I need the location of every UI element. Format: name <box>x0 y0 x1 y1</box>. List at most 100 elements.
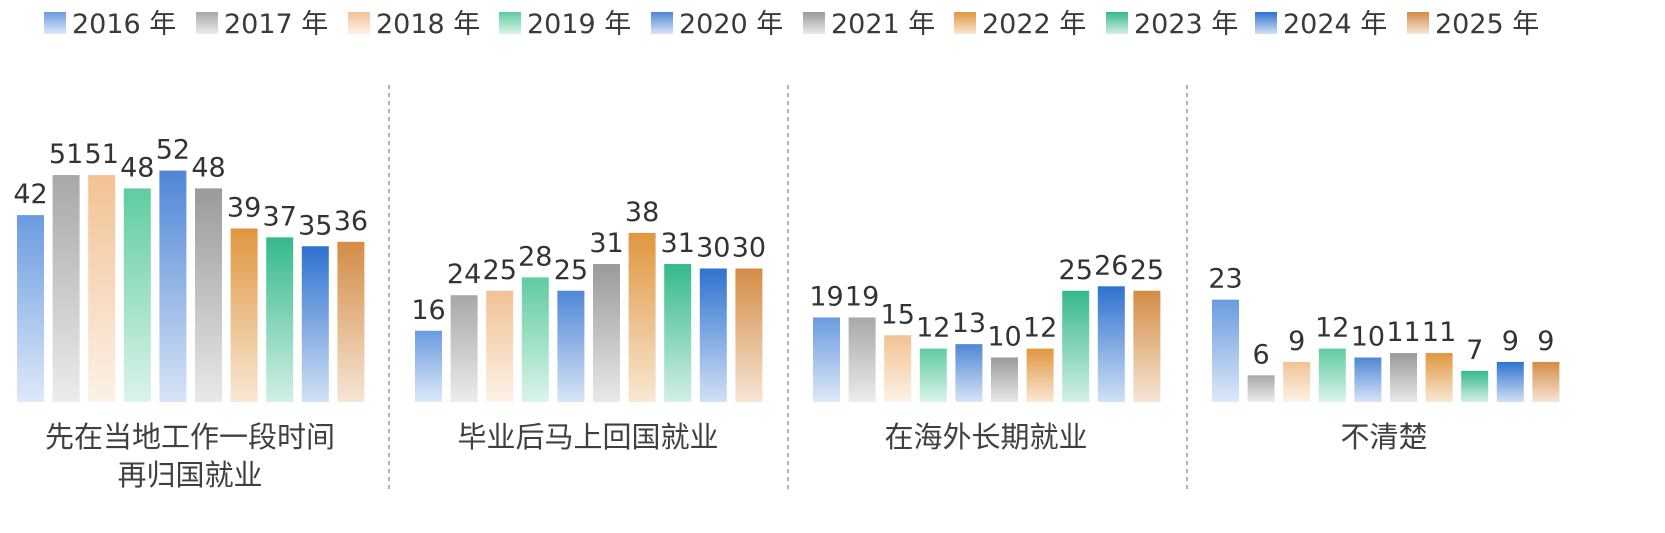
data-label: 10 <box>987 322 1021 353</box>
data-label: 51 <box>49 139 83 170</box>
data-label: 39 <box>227 192 261 223</box>
bar <box>301 246 329 402</box>
legend-swatch <box>499 12 521 34</box>
legend-swatch <box>196 12 218 34</box>
bar <box>415 330 442 402</box>
bar <box>450 295 478 402</box>
data-label: 12 <box>1315 313 1349 344</box>
group-dividers <box>388 85 1188 490</box>
data-label: 13 <box>952 308 986 339</box>
bars <box>17 170 1560 402</box>
data-label: 31 <box>661 228 695 259</box>
data-label: 10 <box>1351 322 1385 353</box>
legend-swatch <box>1255 12 1277 34</box>
data-label: 9 <box>1502 326 1519 357</box>
bar <box>919 348 947 402</box>
bar <box>735 268 763 402</box>
data-label: 52 <box>156 135 190 166</box>
data-label: 25 <box>1059 255 1093 286</box>
data-label: 48 <box>120 152 154 183</box>
data-label: 15 <box>881 299 915 330</box>
data-label: 37 <box>263 201 297 232</box>
legend-swatch <box>651 12 673 34</box>
bar <box>664 264 692 402</box>
bar <box>159 170 187 402</box>
data-label: 23 <box>1208 264 1242 295</box>
legend-label: 2024 年 <box>1283 9 1387 40</box>
category-label: 毕业后马上回国就业 <box>457 420 718 454</box>
bar <box>1283 361 1311 402</box>
legend-label: 2018 年 <box>376 9 480 40</box>
legend-label: 2020 年 <box>679 9 783 40</box>
data-label: 31 <box>589 228 623 259</box>
legend-swatch <box>348 12 370 34</box>
data-label: 35 <box>298 210 332 241</box>
bar <box>486 290 514 402</box>
data-label: 25 <box>1130 255 1164 286</box>
legend-swatch <box>1407 12 1429 34</box>
category-label: 不清楚 <box>1340 420 1427 454</box>
legend-swatch <box>954 12 976 34</box>
data-label: 9 <box>1537 326 1554 357</box>
bar <box>1212 299 1239 402</box>
data-label: 25 <box>554 255 588 286</box>
legend: 2016 年 2017 年 2018 年 2019 年 2020 年 2021 年 2022… <box>44 9 1539 40</box>
data-label: 24 <box>447 259 481 290</box>
legend-label: 2017 年 <box>224 9 328 40</box>
bar <box>1496 361 1524 402</box>
legend-label: 2025 年 <box>1435 9 1539 40</box>
legend-label: 2023 年 <box>1134 9 1238 40</box>
data-label: 19 <box>809 281 843 312</box>
legend-label: 2022 年 <box>982 9 1086 40</box>
data-label: 16 <box>411 295 445 326</box>
data-label: 11 <box>1422 317 1456 348</box>
bar <box>1097 286 1125 402</box>
legend-label: 2016 年 <box>72 9 176 40</box>
bar <box>955 344 983 402</box>
legend-swatch <box>44 12 66 34</box>
data-label: 30 <box>696 233 730 264</box>
bar <box>230 228 258 402</box>
data-label: 48 <box>191 152 225 183</box>
category-label: 在海外长期就业 <box>884 420 1087 454</box>
bar <box>123 188 151 402</box>
legend-swatch <box>1106 12 1128 34</box>
bar <box>337 241 365 402</box>
data-label: 12 <box>916 313 950 344</box>
data-label: 42 <box>13 179 47 210</box>
data-label: 7 <box>1466 335 1483 366</box>
legend-label: 2021 年 <box>831 9 935 40</box>
bar <box>1133 290 1161 402</box>
legend-swatch <box>803 12 825 34</box>
bar <box>557 290 585 402</box>
bar <box>17 215 44 402</box>
data-label: 26 <box>1094 250 1128 281</box>
data-label: 19 <box>845 281 879 312</box>
bar <box>1318 348 1346 402</box>
bar <box>1532 361 1560 402</box>
bar <box>52 175 80 402</box>
bar <box>521 277 549 402</box>
category-label: 先在当地工作一段时间 <box>45 420 335 454</box>
bar <box>884 335 912 402</box>
bar <box>1425 353 1453 402</box>
data-label: 6 <box>1253 339 1270 370</box>
bar <box>266 237 294 402</box>
data-label: 28 <box>518 241 552 272</box>
data-label: 38 <box>625 197 659 228</box>
category-label: 再归国就业 <box>117 458 262 492</box>
data-label: 9 <box>1288 326 1305 357</box>
bar <box>1354 357 1382 402</box>
bar <box>628 232 656 402</box>
bar <box>195 188 222 402</box>
bar <box>813 317 840 402</box>
data-label: 36 <box>334 206 368 237</box>
bar <box>699 268 727 402</box>
bar <box>1390 353 1417 402</box>
data-label: 11 <box>1386 317 1420 348</box>
bar <box>848 317 876 402</box>
data-label: 51 <box>85 139 119 170</box>
legend-label: 2019 年 <box>527 9 631 40</box>
